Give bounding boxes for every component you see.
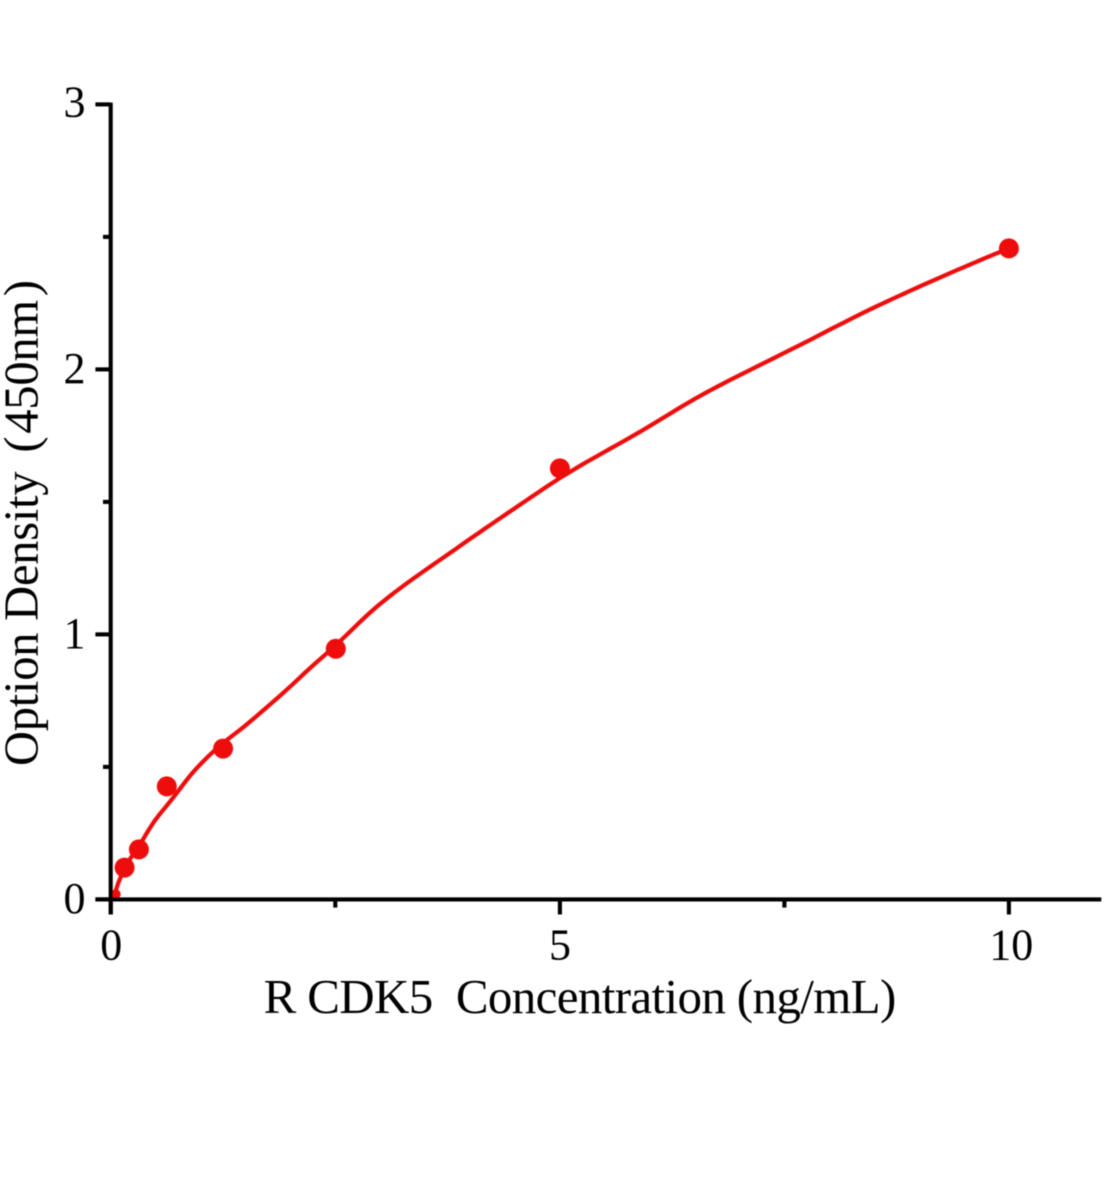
svg-text:R CDK5 Concentration (ng/mL): R CDK5 Concentration (ng/mL) — [264, 969, 897, 1024]
svg-text:1: 1 — [64, 609, 86, 658]
svg-text:0: 0 — [64, 874, 86, 923]
svg-text:Option Density(450nm): Option Density(450nm) — [0, 280, 49, 766]
svg-text:3: 3 — [64, 78, 86, 127]
svg-text:5: 5 — [549, 921, 571, 970]
svg-text:2: 2 — [64, 344, 86, 393]
svg-text:0: 0 — [100, 921, 122, 970]
svg-text:10: 10 — [989, 921, 1033, 970]
